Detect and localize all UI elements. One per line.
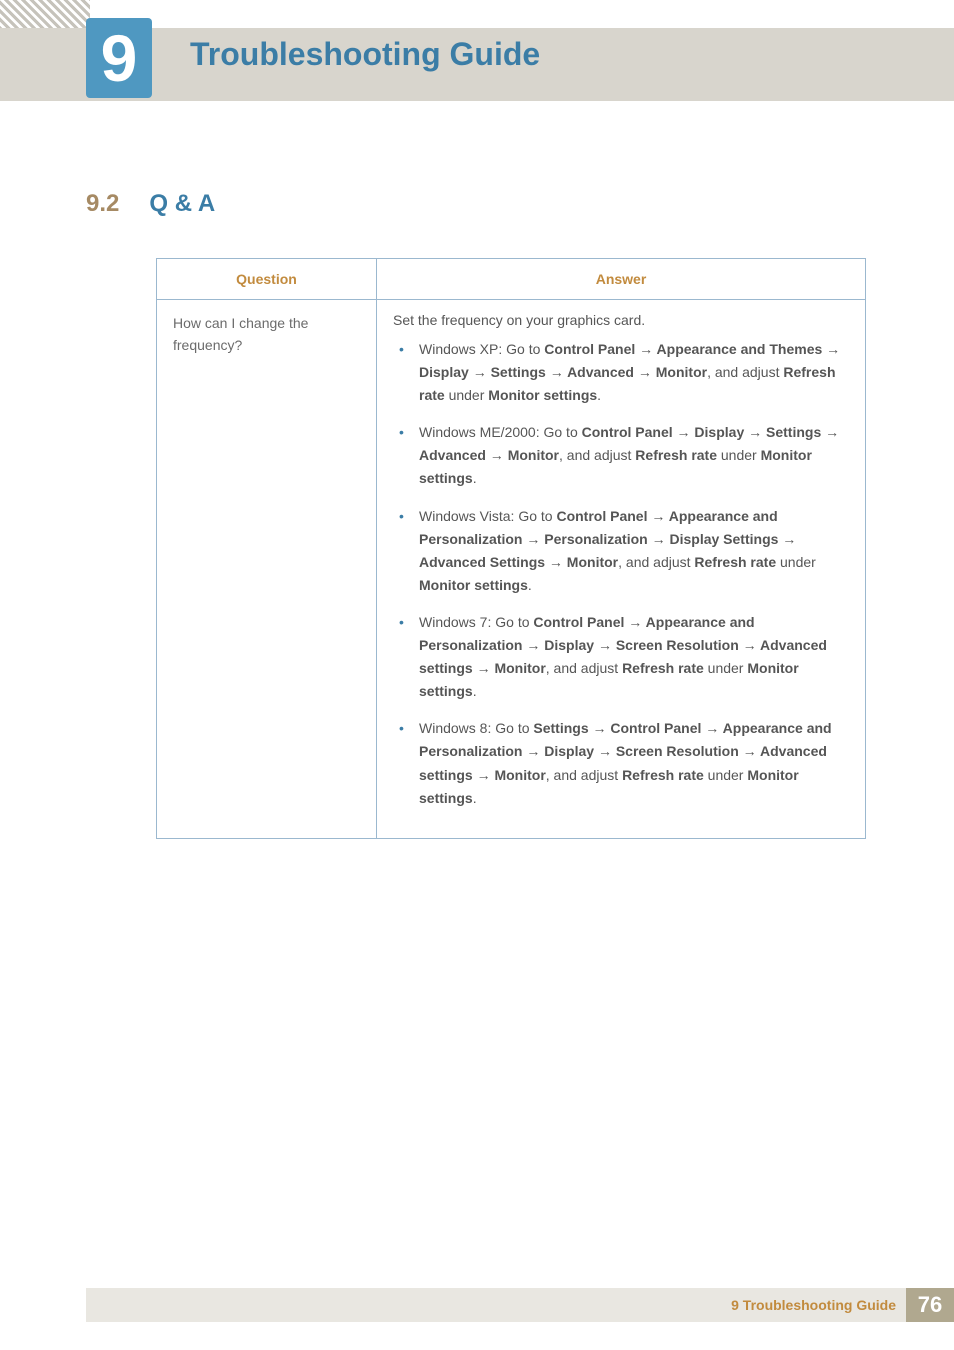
- list-item: Windows 7: Go to Control Panel → Appeara…: [393, 611, 849, 703]
- chapter-title: Troubleshooting Guide: [190, 36, 540, 73]
- answer-cell: Set the frequency on your graphics card.…: [377, 300, 866, 839]
- footer-label: 9 Troubleshooting Guide: [731, 1297, 896, 1313]
- list-item: Windows 8: Go to Settings → Control Pane…: [393, 717, 849, 809]
- section-number: 9.2: [86, 190, 119, 218]
- table-row: How can I change the frequency? Set the …: [157, 300, 866, 839]
- list-item: Windows Vista: Go to Control Panel → App…: [393, 505, 849, 597]
- list-item: Windows XP: Go to Control Panel → Appear…: [393, 338, 849, 407]
- question-cell: How can I change the frequency?: [157, 300, 377, 839]
- corner-hatch-decoration: [0, 0, 90, 30]
- chapter-number-badge: 9: [86, 18, 152, 98]
- page-number-badge: 76: [906, 1288, 954, 1322]
- qa-table: Question Answer How can I change the fre…: [156, 258, 866, 839]
- footer-band: 9 Troubleshooting Guide 76: [86, 1288, 954, 1322]
- answer-lead: Set the frequency on your graphics card.: [393, 312, 849, 328]
- answer-bullets: Windows XP: Go to Control Panel → Appear…: [393, 338, 849, 810]
- col-header-question: Question: [157, 259, 377, 300]
- col-header-answer: Answer: [377, 259, 866, 300]
- chapter-number: 9: [101, 25, 138, 91]
- list-item: Windows ME/2000: Go to Control Panel → D…: [393, 421, 849, 490]
- section-heading: 9.2 Q & A: [86, 190, 215, 218]
- section-title: Q & A: [149, 190, 215, 218]
